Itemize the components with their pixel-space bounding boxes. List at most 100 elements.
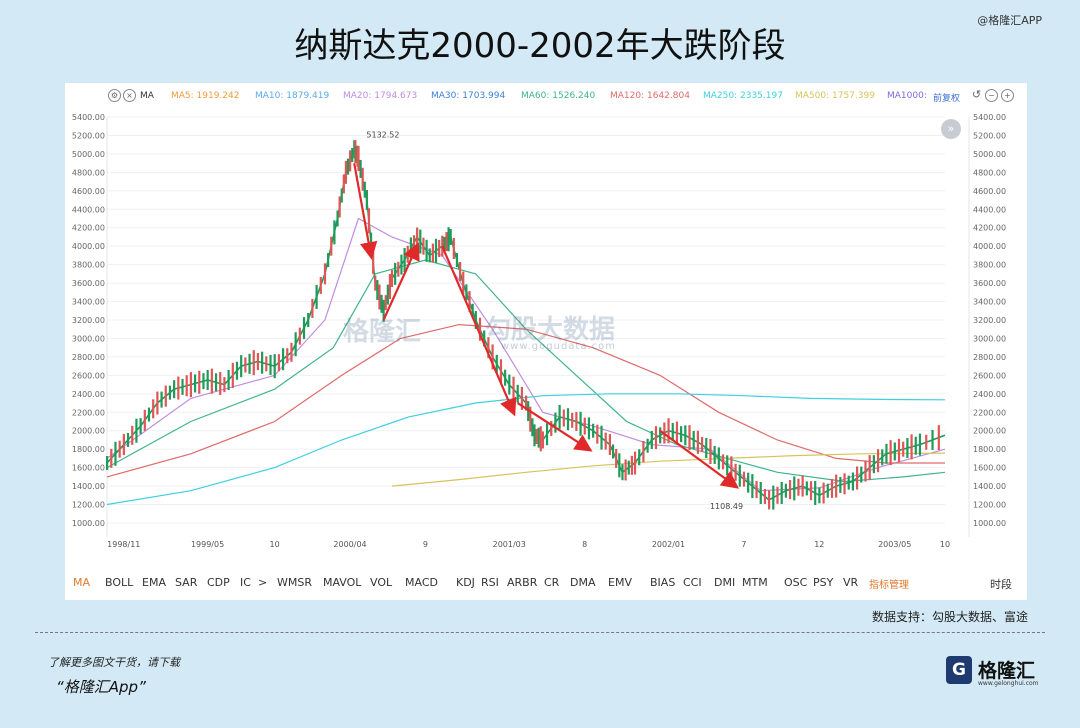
y-tick-left: 4200.00 <box>72 224 105 233</box>
candle <box>713 445 716 464</box>
candle <box>608 434 611 456</box>
indicator-tab-18[interactable]: CCI <box>683 576 702 589</box>
candle <box>210 368 213 394</box>
x-tick: 8 <box>582 540 587 549</box>
candle <box>459 262 462 282</box>
indicator-tab-25[interactable]: 时段 <box>990 578 1012 591</box>
candle <box>671 422 674 441</box>
candle <box>885 443 888 464</box>
indicator-tab-5[interactable]: IC <box>240 576 251 589</box>
candle <box>261 351 264 374</box>
indicator-tab-21[interactable]: OSC <box>784 576 808 589</box>
candle <box>618 453 621 478</box>
undo-icon[interactable]: ↺ <box>971 88 982 101</box>
candle <box>330 236 333 256</box>
settings-icon[interactable]: ⚙ <box>108 89 121 102</box>
candle <box>248 353 251 374</box>
x-tick: 7 <box>741 540 746 549</box>
candle <box>374 275 377 291</box>
candle <box>680 426 683 443</box>
candle <box>403 248 406 273</box>
candle <box>531 418 534 437</box>
x-tick: 2002/01 <box>652 540 685 549</box>
indicator-tab-1[interactable]: BOLL <box>105 576 134 589</box>
candle <box>223 377 226 393</box>
y-tick-right: 5400.00 <box>973 113 1006 122</box>
indicator-tab-12[interactable]: RSI <box>481 576 499 589</box>
indicator-tab-20[interactable]: MTM <box>742 576 768 589</box>
indicator-tab-13[interactable]: ARBR <box>507 576 538 589</box>
candle <box>763 488 767 504</box>
indicator-tab-0[interactable]: MA <box>73 576 91 589</box>
candle <box>925 434 928 450</box>
y-tick-left: 2600.00 <box>72 371 105 380</box>
expand-icon[interactable]: » <box>941 119 961 139</box>
candle <box>471 303 474 318</box>
trend-arrow <box>441 245 517 417</box>
candle <box>361 167 364 191</box>
indicator-tab-19[interactable]: DMI <box>714 576 736 589</box>
candle <box>654 426 658 450</box>
indicator-tab-6[interactable]: > <box>258 576 268 589</box>
zoom-out-icon[interactable]: − <box>985 89 998 102</box>
indicator-tab-15[interactable]: DMA <box>570 576 596 589</box>
indicator-tab-17[interactable]: BIAS <box>650 576 676 589</box>
y-tick-right: 3600.00 <box>973 279 1006 288</box>
candle <box>378 284 381 310</box>
indicator-tab-10[interactable]: MACD <box>405 576 438 589</box>
candle <box>709 438 712 464</box>
indicator-tab-2[interactable]: EMA <box>142 576 166 589</box>
candle <box>198 370 201 394</box>
indicator-tab-3[interactable]: SAR <box>175 576 198 589</box>
candle <box>449 228 452 245</box>
y-tick-left: 4400.00 <box>72 205 105 214</box>
indicator-tab-23[interactable]: VR <box>843 576 859 589</box>
y-tick-right: 3200.00 <box>973 316 1006 325</box>
candle <box>483 330 486 347</box>
candle <box>604 432 607 450</box>
y-tick-left: 3600.00 <box>72 279 105 288</box>
indicator-tab-14[interactable]: CR <box>544 576 560 589</box>
candle <box>868 455 871 481</box>
indicator-tab-4[interactable]: CDP <box>207 576 230 589</box>
candle <box>814 481 817 506</box>
candle <box>675 421 679 445</box>
candle <box>784 483 787 498</box>
candle <box>452 237 455 259</box>
candle <box>902 441 905 457</box>
ma20-value: MA20: 1794.673 <box>343 91 418 101</box>
candle <box>776 486 779 504</box>
indicator-tab-22[interactable]: PSY <box>813 576 834 589</box>
y-tick-right: 3400.00 <box>973 298 1006 307</box>
candle <box>726 455 729 476</box>
candle <box>135 418 138 443</box>
candle <box>397 261 400 277</box>
candle <box>386 284 389 305</box>
candle <box>231 362 234 388</box>
y-tick-left: 1000.00 <box>72 519 105 528</box>
candle <box>376 280 379 301</box>
candle <box>219 371 222 395</box>
adjust-mode[interactable]: 前复权 <box>933 94 961 104</box>
candle <box>311 298 314 318</box>
zoom-in-icon[interactable]: + <box>1001 89 1014 102</box>
close-icon[interactable]: × <box>123 89 136 102</box>
ma-selector[interactable]: MA <box>140 91 154 101</box>
candle <box>587 417 591 440</box>
indicator-tab-16[interactable]: EMV <box>608 576 632 589</box>
ma5-value: MA5: 1919.242 <box>171 91 240 101</box>
indicator-tab-24[interactable]: 指标管理 <box>869 580 909 591</box>
candle <box>755 481 758 499</box>
candle <box>571 412 574 428</box>
candle <box>583 417 586 435</box>
candle <box>193 374 197 393</box>
indicator-tab-11[interactable]: KDJ <box>456 576 475 589</box>
indicator-tab-9[interactable]: VOL <box>370 576 393 589</box>
x-tick: 12 <box>814 540 824 549</box>
candle <box>508 374 511 395</box>
y-tick-left: 1200.00 <box>72 501 105 510</box>
candle <box>692 430 695 449</box>
indicator-tab-7[interactable]: WMSR <box>277 576 312 589</box>
indicator-tab-8[interactable]: MAVOL <box>323 576 362 589</box>
x-tick: 2000/04 <box>333 540 366 549</box>
